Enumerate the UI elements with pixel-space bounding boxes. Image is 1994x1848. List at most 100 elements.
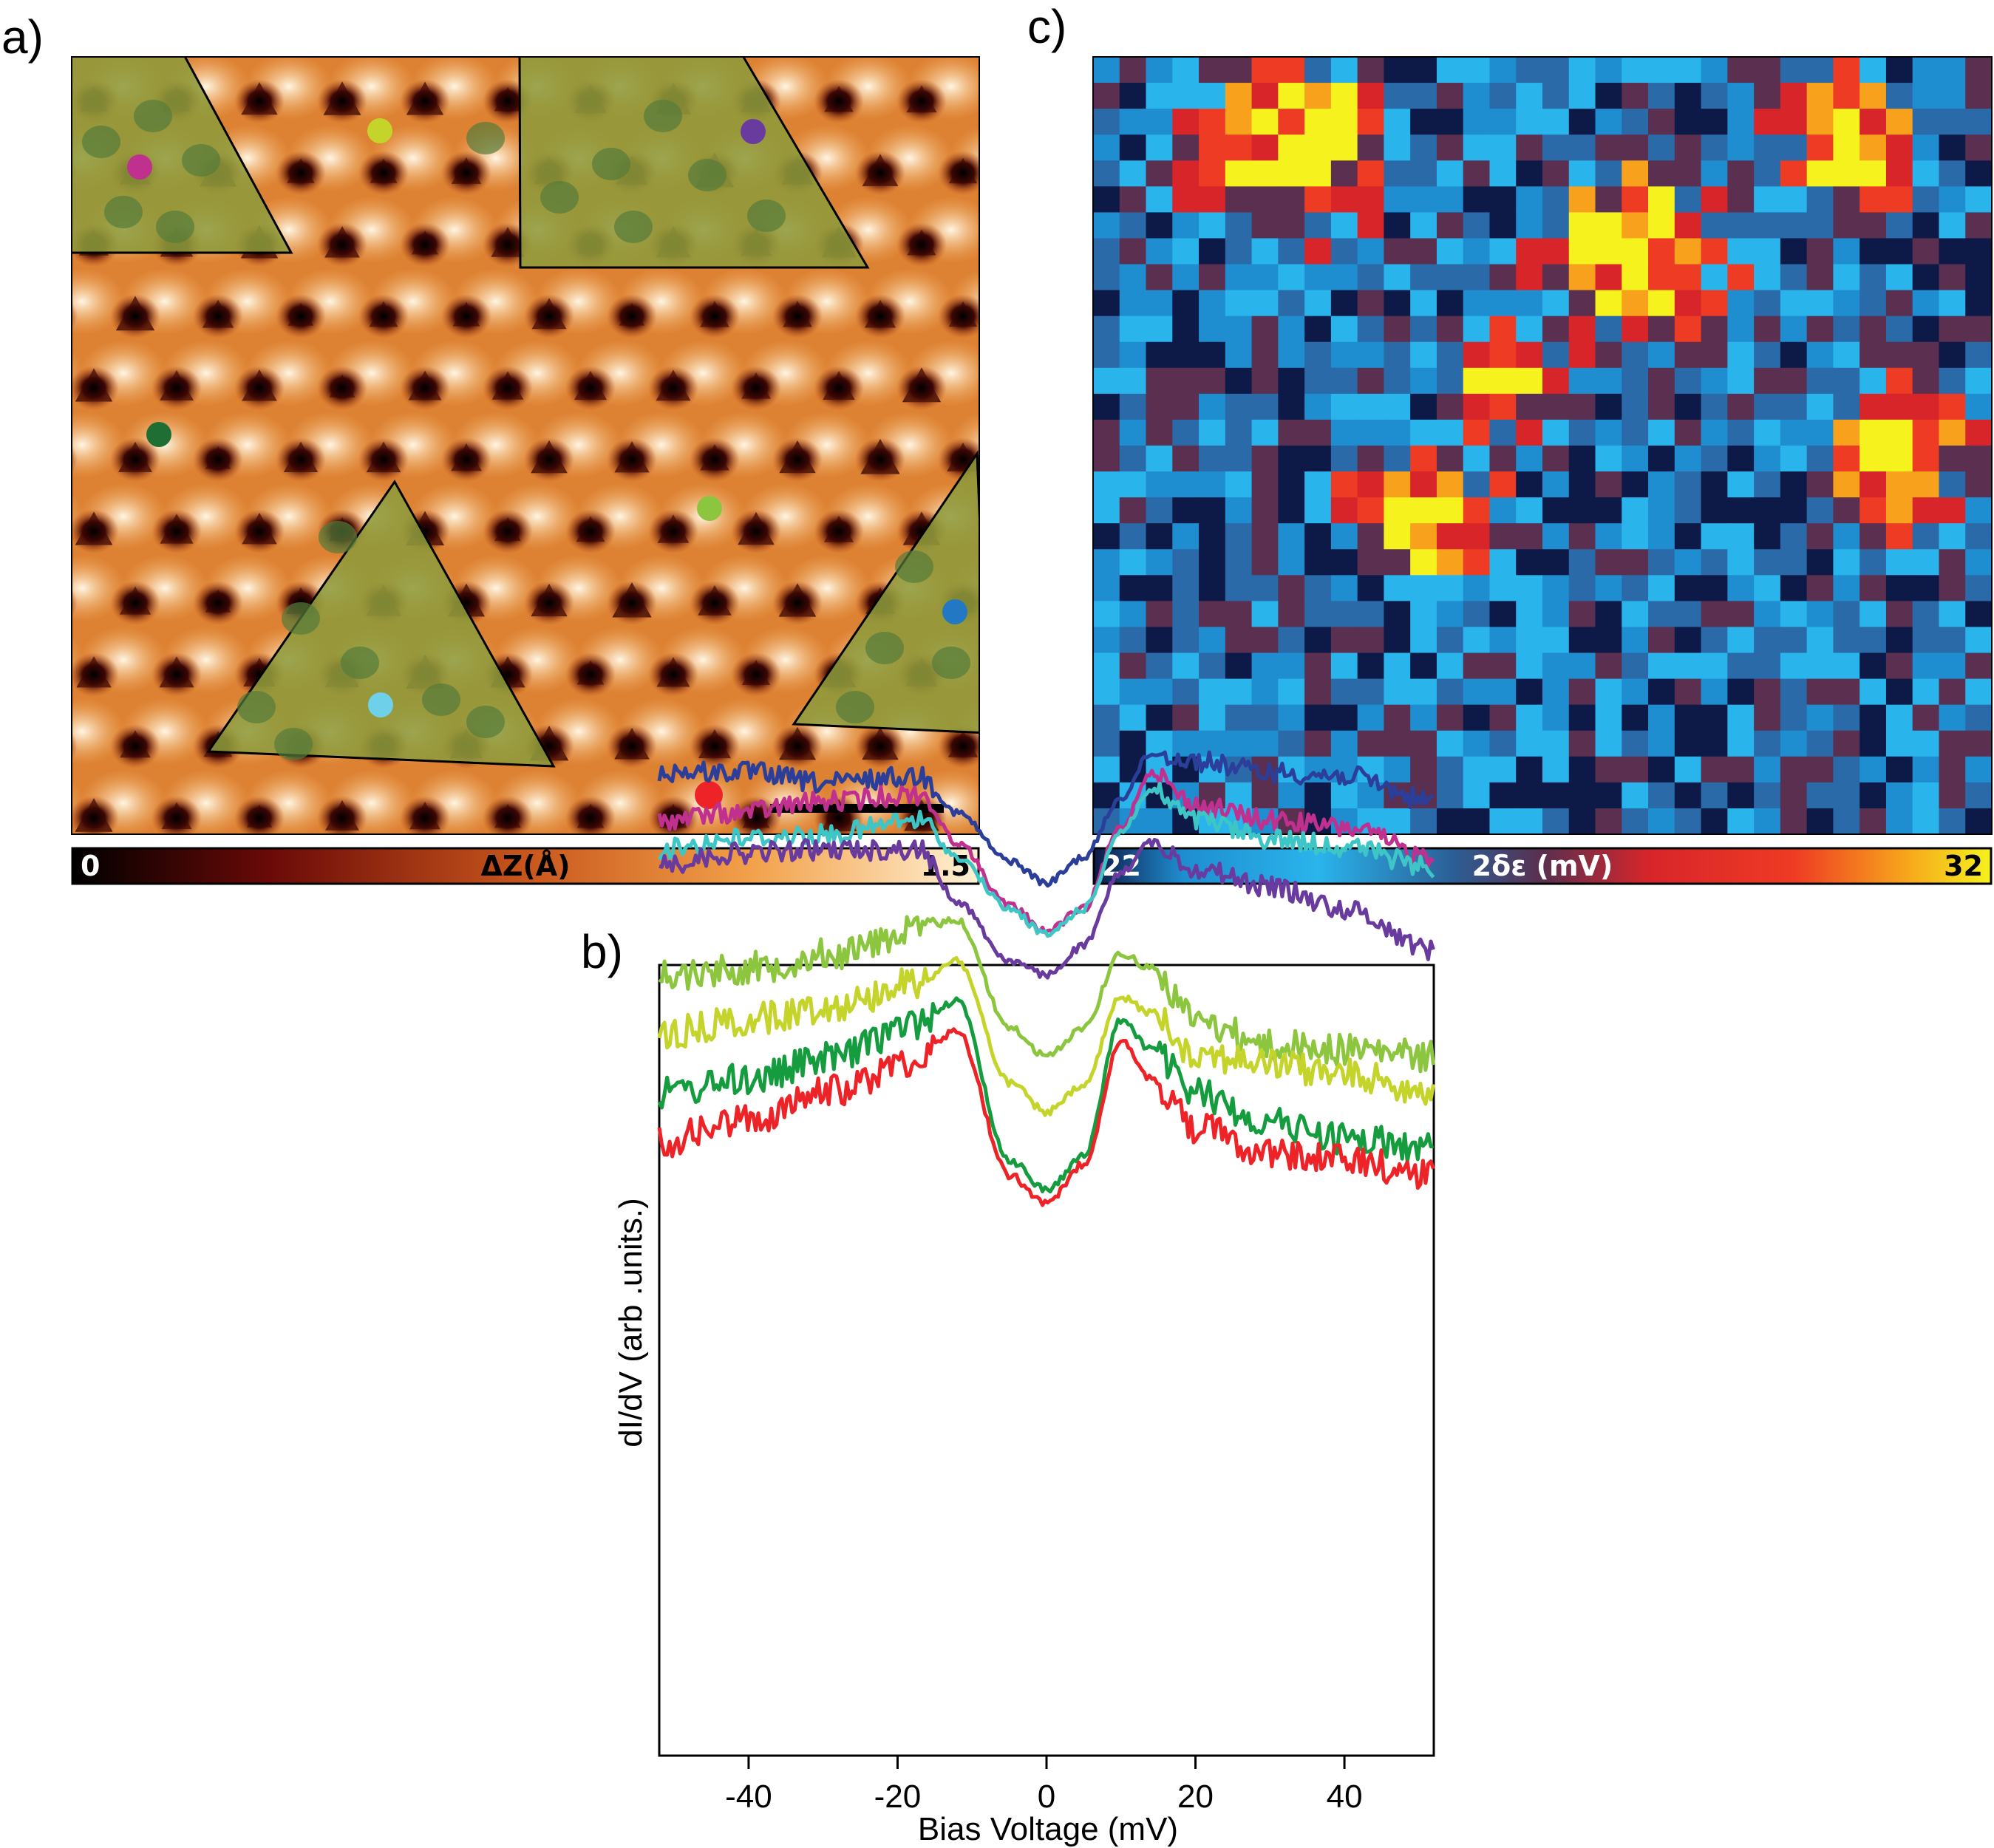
gap-map-cell bbox=[1278, 160, 1305, 187]
gap-map-cell bbox=[1225, 57, 1253, 83]
gap-map-cell bbox=[1199, 264, 1226, 291]
gap-map-cell bbox=[1304, 134, 1332, 161]
gap-map-cell bbox=[1727, 652, 1755, 680]
gap-map-cell bbox=[1595, 782, 1622, 809]
gap-map-cell bbox=[1622, 446, 1649, 472]
gap-map-cell bbox=[1674, 83, 1702, 109]
gap-map-cell bbox=[1754, 446, 1781, 472]
gap-map-cell bbox=[1199, 316, 1226, 343]
pit-halo bbox=[110, 580, 160, 625]
gap-map-cell bbox=[1463, 782, 1490, 809]
gap-map-cell bbox=[1622, 419, 1649, 446]
gap-map-cell bbox=[1833, 160, 1860, 187]
gap-map-cell bbox=[1436, 393, 1464, 420]
gap-map-cell bbox=[1357, 57, 1384, 83]
gap-map-cell bbox=[1833, 290, 1860, 317]
gap-map-cell bbox=[1489, 186, 1517, 213]
pit-halo bbox=[607, 723, 657, 768]
topography-map bbox=[71, 56, 980, 835]
gap-map-cell bbox=[1330, 393, 1358, 420]
gap-map-cell bbox=[1859, 730, 1887, 757]
gap-map-cell bbox=[1410, 652, 1437, 680]
gap-map-cell bbox=[1330, 782, 1358, 809]
pit-halo bbox=[110, 293, 160, 338]
gap-map-cell bbox=[1278, 627, 1305, 654]
gap-map-cell bbox=[1622, 186, 1649, 213]
gap-map-cell bbox=[1833, 109, 1860, 135]
gap-map-cell bbox=[1384, 471, 1411, 498]
gap-map-cell bbox=[1701, 186, 1728, 213]
gap-map-cell bbox=[1463, 57, 1490, 83]
gap-map-cell bbox=[1727, 756, 1755, 783]
gap-map-cell bbox=[1595, 160, 1622, 187]
gap-map-cell bbox=[1727, 238, 1755, 265]
panel-label-c: c) bbox=[1027, 0, 1067, 53]
gap-map-cell bbox=[1701, 782, 1728, 809]
pit-halo bbox=[152, 365, 202, 410]
gap-map-cell bbox=[1172, 83, 1200, 109]
gap-map-cell bbox=[1172, 160, 1200, 187]
pit-halo bbox=[938, 723, 979, 768]
gap-map-cell bbox=[1119, 367, 1147, 395]
gap-map-cell bbox=[1859, 264, 1887, 291]
gap-map-cell bbox=[1542, 160, 1570, 187]
gap-map-cell bbox=[1727, 601, 1755, 627]
gap-map-cell bbox=[1093, 160, 1120, 187]
gap-map-cell bbox=[1225, 549, 1253, 576]
gap-map-cell bbox=[1674, 212, 1702, 239]
gap-map-cell bbox=[1330, 730, 1358, 757]
gap-map-cell bbox=[1463, 808, 1490, 835]
gap-map-cell bbox=[1357, 471, 1384, 498]
overlay-blob bbox=[156, 211, 194, 243]
gap-map-cell bbox=[1622, 704, 1649, 732]
gap-map-cell bbox=[1278, 471, 1305, 498]
gap-map-cell bbox=[1568, 652, 1596, 680]
gap-map-cell bbox=[1542, 704, 1570, 732]
gap-map-cell bbox=[1939, 186, 1966, 213]
gap-map-cell bbox=[1410, 109, 1437, 135]
gap-map-cell bbox=[1172, 109, 1200, 135]
gap-map-cell bbox=[1806, 549, 1834, 576]
gap-map-cell bbox=[1093, 186, 1120, 213]
gap-map-cell bbox=[1463, 523, 1490, 550]
gap-map-cell bbox=[1093, 575, 1120, 601]
gap-map-cell bbox=[1119, 549, 1147, 576]
gap-map-cell bbox=[1516, 212, 1543, 239]
colorbar-a-title: ΔZ(Å) bbox=[480, 850, 570, 882]
gap-map-cell bbox=[1727, 497, 1755, 524]
gap-map-cell bbox=[1357, 290, 1384, 317]
gap-map-cell bbox=[1701, 549, 1728, 576]
gap-map-cell bbox=[1304, 238, 1332, 265]
gap-map-cell bbox=[1701, 601, 1728, 627]
gap-map-cell bbox=[1225, 109, 1253, 135]
gap-map-cell bbox=[1542, 57, 1570, 83]
pit-halo bbox=[483, 365, 533, 410]
gap-map-cell bbox=[1278, 782, 1305, 809]
gap-map-cell bbox=[1489, 419, 1517, 446]
gap-map-cell bbox=[1727, 109, 1755, 135]
gap-map-cell bbox=[1146, 83, 1173, 109]
gap-map-cell bbox=[1463, 730, 1490, 757]
gap-map-cell bbox=[1410, 446, 1437, 472]
gap-map-cell bbox=[1251, 83, 1279, 109]
gap-map-cell bbox=[1912, 367, 1939, 395]
gap-map-cell bbox=[1436, 134, 1464, 161]
gap-map-cell bbox=[1516, 523, 1543, 550]
gap-map-cell bbox=[1859, 212, 1887, 239]
gap-map-cell bbox=[1463, 212, 1490, 239]
pit-halo bbox=[441, 437, 491, 482]
gap-map-cell bbox=[1780, 83, 1808, 109]
gap-map-cell bbox=[1595, 601, 1622, 627]
gap-map-cell bbox=[1622, 316, 1649, 343]
pit-halo bbox=[772, 293, 823, 338]
gap-map-cell bbox=[1489, 756, 1517, 783]
gap-map-cell bbox=[1939, 704, 1966, 732]
gap-map-cell bbox=[1146, 808, 1173, 835]
gap-map-cell bbox=[1304, 186, 1332, 213]
gap-map-cell bbox=[1885, 57, 1913, 83]
gap-map-cell bbox=[1701, 678, 1728, 706]
gap-map-cell bbox=[1119, 704, 1147, 732]
gap-map-cell bbox=[1199, 109, 1226, 135]
gap-map-cell bbox=[1304, 704, 1332, 732]
gap-map-cell bbox=[1146, 730, 1173, 757]
